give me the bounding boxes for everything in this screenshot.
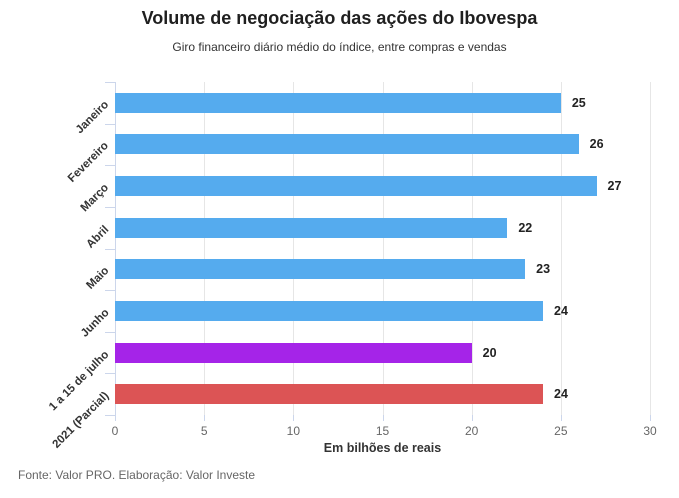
chart-subtitle: Giro financeiro diário médio do índice, …: [172, 40, 507, 54]
bar-4: [115, 217, 508, 238]
bar-2: [115, 134, 579, 155]
bar-5: [115, 259, 526, 280]
category-axis-tick: [105, 415, 115, 416]
gridline: [382, 82, 384, 415]
chart-title: Volume de negociação das ações do Iboves…: [141, 8, 538, 28]
category-axis-tick: [105, 373, 115, 375]
gridline: [204, 82, 206, 415]
gridline: [560, 82, 562, 415]
x-axis-tick: [293, 415, 295, 421]
category-label: Março: [78, 181, 112, 215]
bar-value-label: 22: [518, 220, 533, 235]
category-axis-tick: [105, 82, 115, 83]
x-axis-tick-label: 25: [554, 424, 568, 438]
bar-1: [115, 92, 561, 113]
bar-3: [115, 176, 597, 197]
category-axis-tick: [105, 206, 115, 208]
category-axis-tick: [105, 123, 115, 125]
bar-8: [115, 384, 543, 405]
bar-value-label: 25: [571, 95, 586, 110]
bar-value-label: 26: [589, 137, 604, 152]
x-axis-tick-label: 10: [286, 424, 300, 438]
x-axis-tick: [382, 415, 384, 421]
x-axis-tick-label: 5: [200, 424, 208, 438]
x-axis-tick-label: 15: [375, 424, 390, 438]
bar-value-label: 23: [536, 262, 551, 277]
bar-value-label: 24: [554, 387, 568, 402]
gridline: [471, 82, 473, 415]
bar-value-label: 27: [607, 179, 622, 194]
x-axis-tick-label: 20: [464, 424, 479, 438]
category-label: Fevereiro: [66, 140, 112, 186]
category-axis-line: [115, 82, 116, 415]
gridline: [650, 82, 651, 415]
category-axis-tick: [105, 165, 115, 167]
x-axis-title: Em bilhões de reais: [323, 441, 442, 455]
x-axis-tick: [204, 415, 206, 421]
x-axis-tick-label: 30: [643, 424, 657, 438]
category-axis-tick: [105, 248, 115, 250]
bar-6: [115, 300, 543, 321]
category-label: Junho: [78, 306, 112, 340]
x-axis-tick-label: 0: [111, 424, 119, 438]
bar-7: [115, 342, 472, 363]
gridline: [293, 82, 295, 415]
source-note: Fonte: Valor PRO. Elaboração: Valor Inve…: [18, 468, 256, 482]
x-axis-tick: [650, 415, 651, 421]
category-label: Janeiro: [73, 98, 112, 136]
category-label: Maio: [84, 265, 112, 293]
bar-value-label: 24: [554, 303, 568, 318]
category-axis-tick: [105, 290, 115, 292]
bar-value-label: 20: [482, 345, 497, 360]
category-label: Abril: [84, 223, 112, 251]
category-axis-tick: [105, 331, 115, 333]
x-axis-tick: [471, 415, 473, 421]
x-axis-tick: [560, 415, 562, 421]
x-axis-tick: [115, 415, 116, 421]
